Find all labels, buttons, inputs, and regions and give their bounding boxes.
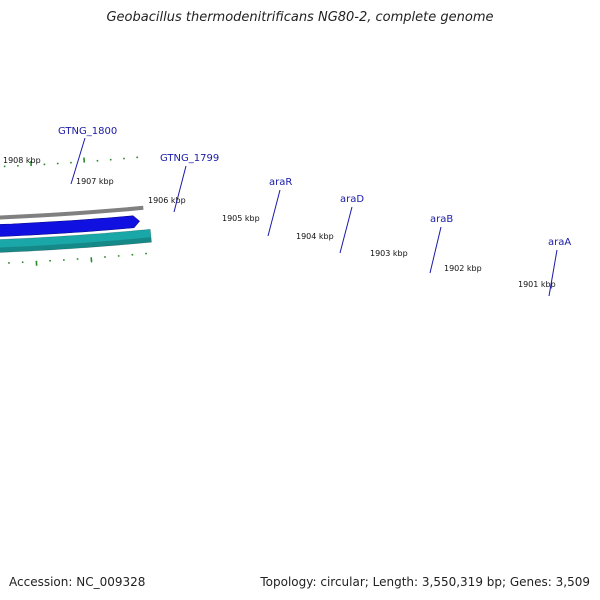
kbp-label: 1908 kbp	[3, 156, 41, 165]
gene-label-leader	[339, 206, 353, 254]
kbp-label: 1901 kbp	[518, 280, 556, 289]
gene-label[interactable]: araA	[548, 237, 571, 248]
inner-tick-marks	[3, 156, 139, 168]
gene-label-leader	[70, 137, 86, 185]
gene-label-leader	[548, 249, 558, 297]
gene-label[interactable]: araB	[430, 214, 453, 225]
gene-labels: GTNG_1800 GTNG_1799 araR araD araB araA	[58, 126, 571, 297]
map-title: Geobacillus thermodenitrificans NG80-2, …	[106, 10, 494, 25]
kbp-labels: 1908 kbp 1907 kbp 1906 kbp 1905 kbp 1904 kbp…	[3, 156, 556, 289]
gene-label[interactable]: GTNG_1800	[58, 126, 117, 137]
kbp-label: 1907 kbp	[76, 177, 114, 186]
cds-feature-arrow[interactable]	[0, 215, 140, 237]
kbp-label: 1906 kbp	[148, 196, 186, 205]
gene-label-leader	[267, 189, 281, 237]
cds-track	[0, 215, 140, 237]
accession-label: Accession: NC_009328	[9, 575, 146, 589]
genome-backbone	[0, 205, 144, 220]
kbp-label: 1905 kbp	[222, 214, 260, 223]
gene-label-leader	[173, 165, 187, 213]
gene-feature-shade	[0, 237, 152, 253]
gene-label[interactable]: GTNG_1799	[160, 153, 219, 164]
outer-tick-marks	[8, 252, 147, 266]
gene-track	[0, 228, 152, 253]
kbp-label: 1903 kbp	[370, 249, 408, 258]
gene-label[interactable]: araR	[269, 177, 292, 188]
genome-stats: Topology: circular; Length: 3,550,319 bp…	[260, 575, 590, 589]
kbp-label: 1902 kbp	[444, 264, 482, 273]
gene-label[interactable]: araD	[340, 194, 364, 205]
gene-feature[interactable]	[0, 228, 152, 253]
kbp-label: 1904 kbp	[296, 232, 334, 241]
gene-label-leader	[429, 226, 442, 274]
